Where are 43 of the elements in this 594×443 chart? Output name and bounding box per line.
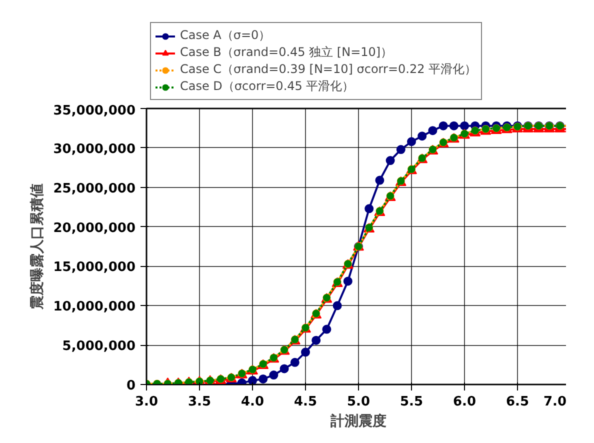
y-tick-label: 25,000,000 — [53, 181, 136, 196]
point — [449, 121, 458, 130]
x-tick-label: 5.0 — [346, 394, 370, 410]
point — [280, 364, 289, 374]
point — [396, 145, 406, 154]
point — [364, 204, 374, 214]
x-tick-label: 6.5 — [506, 394, 530, 410]
point — [312, 336, 321, 345]
legend-label: Case B（σrand=0.45 独立 [N=10]） — [180, 44, 393, 61]
x-tick-label: 7.0 — [543, 394, 566, 410]
point — [343, 276, 352, 286]
point — [407, 137, 416, 146]
x-tick-label: 4.5 — [294, 394, 318, 410]
point — [418, 132, 427, 141]
y-tick-label: 35,000,000 — [53, 104, 136, 118]
x-tick-label: 5.5 — [400, 394, 424, 410]
point — [269, 370, 278, 380]
point — [258, 374, 268, 384]
x-tick-label: 6.0 — [452, 394, 476, 410]
point — [290, 358, 300, 367]
x-tick-label: 3.5 — [188, 394, 212, 410]
x-tick-label: 3.0 — [134, 394, 158, 410]
point — [248, 376, 257, 384]
y-tick-label: 15,000,000 — [53, 260, 136, 276]
point — [438, 121, 448, 130]
y-axis-title: 震度曝露人口累積値 — [28, 184, 46, 310]
legend-label: Case D（σcorr=0.45 平滑化） — [180, 78, 354, 95]
point — [322, 324, 332, 334]
y-tick-label: 10,000,000 — [53, 300, 136, 315]
x-tick-label: 4.0 — [240, 394, 264, 410]
y-tick-label: 0 — [126, 378, 136, 394]
legend-label: Case C（σrand=0.39 [N=10] σcorr=0.22 平滑化） — [180, 61, 477, 78]
point — [301, 348, 310, 357]
point — [332, 301, 342, 310]
point — [375, 176, 384, 185]
y-tick-label: 20,000,000 — [53, 220, 136, 236]
x-axis-title: 計測震度 — [330, 412, 386, 430]
point — [386, 156, 395, 166]
y-tick-label: 30,000,000 — [53, 142, 136, 157]
legend-label: Case A（σ=0） — [180, 27, 271, 44]
y-tick-label: 5,000,000 — [62, 339, 136, 354]
point — [460, 121, 469, 130]
point — [428, 126, 438, 136]
